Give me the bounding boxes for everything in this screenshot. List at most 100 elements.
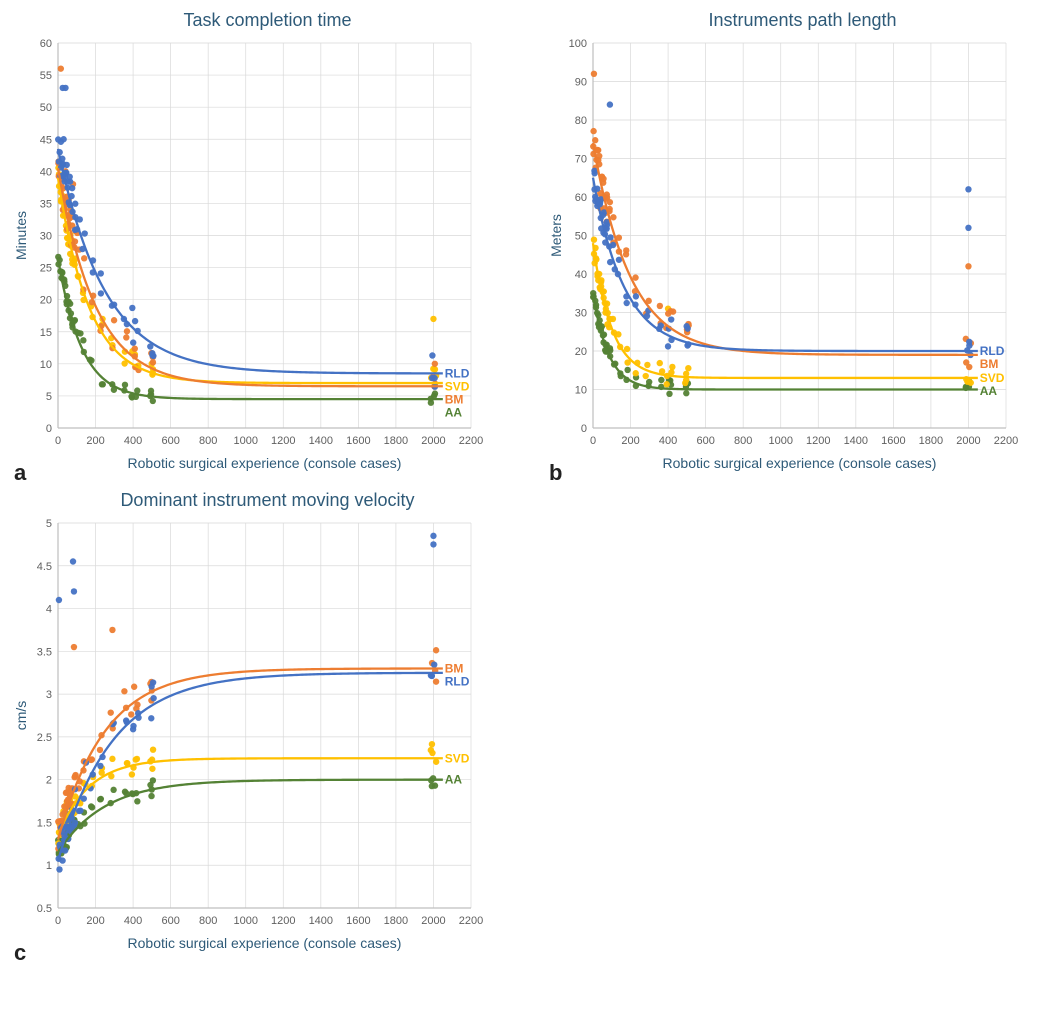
scatter-point bbox=[430, 533, 436, 539]
scatter-point bbox=[122, 789, 128, 795]
x-tick-label: 600 bbox=[161, 435, 179, 447]
panel-a-title: Task completion time bbox=[10, 10, 525, 31]
x-tick-label: 600 bbox=[161, 915, 179, 927]
empty-cell bbox=[545, 490, 1050, 960]
scatter-point bbox=[100, 381, 106, 387]
scatter-point bbox=[666, 391, 672, 397]
y-tick-label: 60 bbox=[40, 38, 52, 50]
x-tick-label: 2200 bbox=[994, 435, 1018, 447]
panel-b-title: Instruments path length bbox=[545, 10, 1050, 31]
y-tick-label: 20 bbox=[40, 295, 52, 307]
x-tick-label: 200 bbox=[621, 435, 639, 447]
scatter-point bbox=[62, 847, 68, 853]
scatter-point bbox=[432, 361, 438, 367]
scatter-point bbox=[59, 857, 65, 863]
y-tick-label: 5 bbox=[46, 391, 52, 403]
x-tick-label: 0 bbox=[55, 915, 61, 927]
y-axis-label: cm/s bbox=[13, 701, 29, 731]
scatter-point bbox=[77, 330, 83, 336]
scatter-point bbox=[657, 360, 663, 366]
scatter-point bbox=[128, 711, 134, 717]
scatter-point bbox=[429, 352, 435, 358]
scatter-point bbox=[60, 136, 66, 142]
x-tick-label: 1000 bbox=[233, 915, 257, 927]
series-label: BM bbox=[445, 661, 464, 675]
scatter-point bbox=[129, 305, 135, 311]
x-tick-label: 2000 bbox=[956, 435, 980, 447]
scatter-point bbox=[607, 199, 613, 205]
scatter-point bbox=[428, 747, 434, 753]
x-tick-label: 800 bbox=[734, 435, 752, 447]
scatter-point bbox=[109, 627, 115, 633]
scatter-point bbox=[591, 236, 597, 242]
trend-curve bbox=[58, 758, 443, 835]
scatter-point bbox=[124, 328, 130, 334]
scatter-point bbox=[683, 390, 689, 396]
y-tick-label: 30 bbox=[575, 308, 587, 320]
scatter-point bbox=[134, 756, 140, 762]
y-tick-label: 60 bbox=[575, 192, 587, 204]
scatter-point bbox=[965, 263, 971, 269]
scatter-point bbox=[122, 382, 128, 388]
scatter-point bbox=[69, 185, 75, 191]
scatter-point bbox=[150, 695, 156, 701]
scatter-point bbox=[643, 373, 649, 379]
scatter-point bbox=[664, 381, 670, 387]
scatter-point bbox=[148, 715, 154, 721]
scatter-point bbox=[429, 783, 435, 789]
y-tick-label: 1.5 bbox=[37, 817, 52, 829]
y-tick-label: 4 bbox=[46, 604, 52, 616]
y-tick-label: 35 bbox=[40, 198, 52, 210]
scatter-point bbox=[670, 308, 676, 314]
x-tick-label: 800 bbox=[199, 435, 217, 447]
scatter-point bbox=[668, 316, 674, 322]
scatter-point bbox=[658, 377, 664, 383]
panel-c-title: Dominant instrument moving velocity bbox=[10, 490, 525, 511]
series-label: BM bbox=[445, 392, 464, 406]
x-tick-label: 200 bbox=[86, 435, 104, 447]
scatter-point bbox=[62, 85, 68, 91]
scatter-point bbox=[965, 225, 971, 231]
scatter-point bbox=[89, 804, 95, 810]
series-label: SVD bbox=[445, 751, 470, 765]
x-tick-label: 2200 bbox=[459, 915, 483, 927]
x-axis-label: Robotic surgical experience (console cas… bbox=[128, 935, 402, 951]
scatter-point bbox=[123, 334, 129, 340]
scatter-point bbox=[433, 759, 439, 765]
x-tick-label: 1400 bbox=[844, 435, 868, 447]
scatter-point bbox=[129, 771, 135, 777]
scatter-point bbox=[623, 247, 629, 253]
scatter-point bbox=[665, 343, 671, 349]
scatter-point bbox=[624, 300, 630, 306]
series-label: RLD bbox=[445, 674, 470, 688]
scatter-point bbox=[430, 541, 436, 547]
scatter-point bbox=[965, 186, 971, 192]
x-tick-label: 400 bbox=[124, 435, 142, 447]
x-tick-label: 800 bbox=[199, 915, 217, 927]
panel-c: Dominant instrument moving velocity 0.5 1… bbox=[10, 490, 525, 960]
x-tick-label: 600 bbox=[696, 435, 714, 447]
x-tick-label: 1800 bbox=[384, 915, 408, 927]
x-tick-label: 1600 bbox=[881, 435, 905, 447]
y-tick-label: 10 bbox=[40, 359, 52, 371]
scatter-point bbox=[149, 766, 155, 772]
scatter-point bbox=[433, 678, 439, 684]
y-tick-label: 0.5 bbox=[37, 903, 52, 915]
x-tick-label: 200 bbox=[86, 915, 104, 927]
scatter-point bbox=[97, 747, 103, 753]
scatter-point bbox=[77, 807, 83, 813]
scatter-point bbox=[109, 756, 115, 762]
x-axis-label: Robotic surgical experience (console cas… bbox=[128, 455, 402, 471]
scatter-point bbox=[646, 379, 652, 385]
y-tick-label: 50 bbox=[40, 102, 52, 114]
x-tick-label: 0 bbox=[590, 435, 596, 447]
scatter-point bbox=[429, 375, 435, 381]
y-tick-label: 1 bbox=[46, 860, 52, 872]
y-tick-label: 3 bbox=[46, 689, 52, 701]
x-tick-label: 0 bbox=[55, 435, 61, 447]
scatter-point bbox=[72, 772, 78, 778]
scatter-point bbox=[150, 398, 156, 404]
x-tick-label: 1200 bbox=[271, 915, 295, 927]
scatter-point bbox=[591, 170, 597, 176]
scatter-point bbox=[633, 370, 639, 376]
